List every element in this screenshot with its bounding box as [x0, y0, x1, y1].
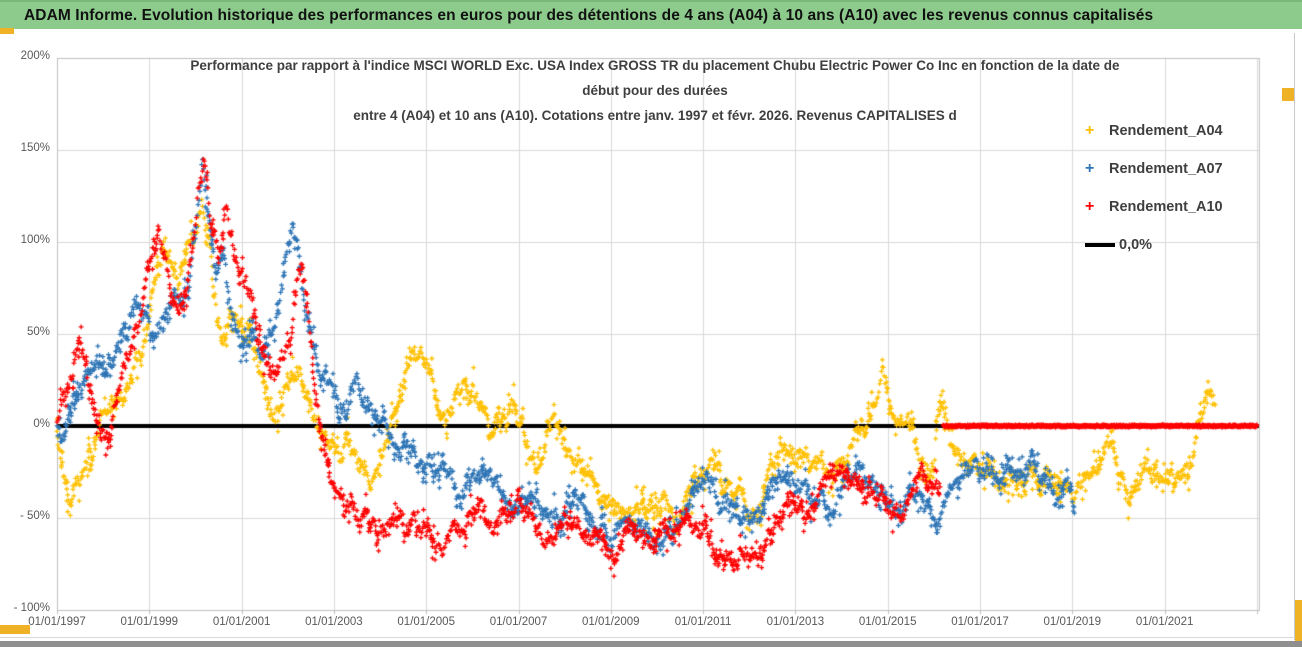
legend-item-rendement-a07: + Rendement_A07 [1085, 156, 1275, 181]
x-tick-label: 01/01/2015 [858, 616, 917, 628]
plus-marker-icon: + [1085, 197, 1095, 215]
x-tick-label: 01/01/1999 [120, 616, 179, 628]
plus-marker-icon: + [1085, 121, 1095, 139]
y-tick-label: 50% [26, 326, 50, 338]
window-bottom-bar [0, 641, 1302, 647]
x-tick-label: 01/01/2021 [1135, 616, 1194, 628]
x-tick-label: 01/01/2005 [397, 616, 455, 628]
chart-container: Performance par rapport à l'indice MSCI … [0, 33, 1295, 640]
x-tick-label: 01/01/2017 [951, 616, 1009, 628]
gold-accent-right-strip [1295, 600, 1302, 647]
legend-label: 0,0% [1119, 236, 1153, 253]
chart-title-line3: entre 4 (A04) et 10 ans (A10). Cotations… [353, 108, 957, 123]
chart-canvas [0, 33, 1295, 640]
report-header-bar: ADAM Informe. Evolution historique des p… [0, 0, 1302, 30]
y-tick-label: 0% [33, 418, 50, 430]
window-right-border [1294, 33, 1295, 640]
legend-item-0-0-: 0,0% [1085, 232, 1275, 257]
report-title: ADAM Informe. Evolution historique des p… [24, 6, 1154, 24]
gold-accent-bottom-left [0, 625, 30, 634]
y-tick-label: 200% [20, 50, 50, 62]
x-tick-label: 01/01/2011 [674, 616, 732, 628]
y-tick-label: 100% [20, 234, 50, 246]
x-tick-label: 01/01/1997 [28, 616, 86, 628]
legend-item-rendement-a04: + Rendement_A04 [1085, 118, 1275, 143]
x-tick-label: 01/01/2003 [305, 616, 363, 628]
y-tick-label: - 50% [19, 510, 50, 522]
x-tick-label: 01/01/2001 [212, 616, 271, 628]
window-bottom-line [0, 637, 1295, 638]
x-tick-label: 01/01/2007 [489, 616, 548, 628]
x-tick-label: 01/01/2009 [582, 616, 640, 628]
x-tick-label: 01/01/2013 [766, 616, 825, 628]
y-tick-label: - 100% [13, 602, 50, 614]
chart-legend: + Rendement_A04 + Rendement_A07 + Rendement_A… [1085, 118, 1275, 270]
chart-title-line2: début pour des durées [582, 83, 728, 98]
x-tick-label: 01/01/2019 [1043, 616, 1102, 628]
chart-title-line1: Performance par rapport à l'indice MSCI … [190, 58, 1120, 73]
plus-marker-icon: + [1085, 159, 1095, 177]
zero-line-sample [1085, 242, 1115, 247]
legend-label: Rendement_A07 [1109, 160, 1223, 177]
y-tick-label: 150% [20, 142, 50, 154]
legend-label: Rendement_A10 [1109, 198, 1223, 215]
chart-title: Performance par rapport à l'indice MSCI … [140, 53, 1170, 128]
legend-item-rendement-a10: + Rendement_A10 [1085, 194, 1275, 219]
gold-accent-top-left [0, 28, 14, 34]
legend-label: Rendement_A04 [1109, 122, 1223, 139]
gold-accent-top-right [1282, 88, 1295, 101]
